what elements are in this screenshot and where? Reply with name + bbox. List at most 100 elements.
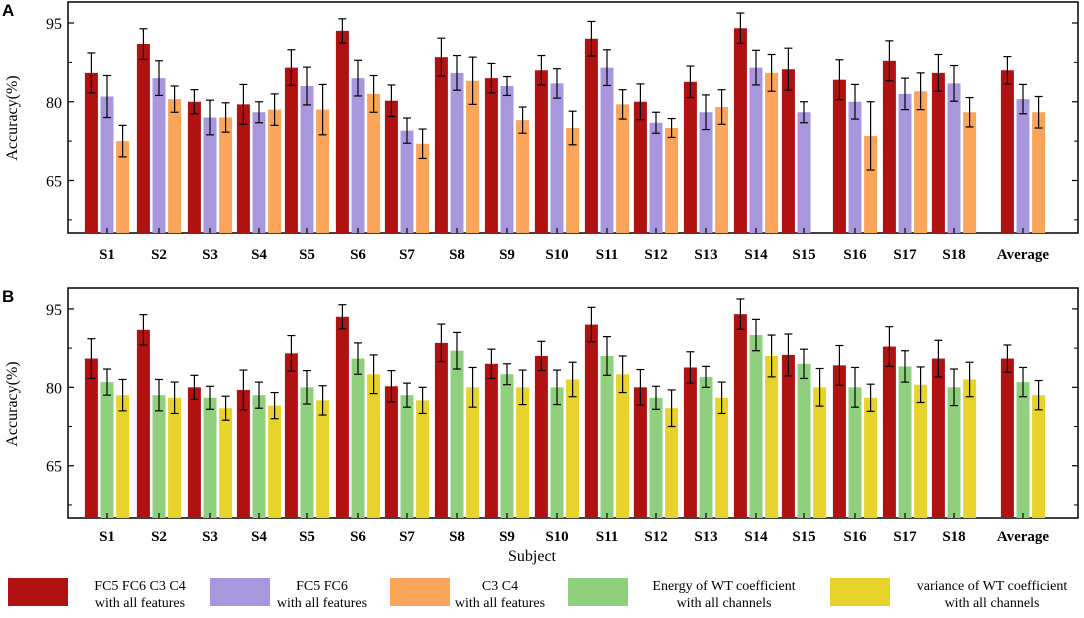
panel-b-y-axis-title: Accuracy(%) bbox=[4, 361, 21, 446]
legend-swatch bbox=[830, 578, 890, 606]
bar-s5-series-1 bbox=[284, 67, 298, 233]
x-tick-label-s17: S17 bbox=[893, 529, 917, 545]
x-tick-label-s8: S8 bbox=[449, 247, 465, 263]
legend-swatch bbox=[210, 578, 270, 606]
bar-s4-series-1 bbox=[236, 104, 250, 233]
bar-s16-series-3 bbox=[864, 397, 878, 518]
bar-s13-series-2 bbox=[699, 376, 713, 518]
bar-s8-series-1 bbox=[434, 342, 448, 518]
legend-label-line2: with all channels bbox=[677, 596, 772, 611]
bar-s14-series-2 bbox=[749, 67, 763, 233]
bar-s4-series-3 bbox=[268, 109, 282, 233]
x-tick-label-s13: S13 bbox=[694, 247, 717, 263]
bar-s14-series-1 bbox=[733, 28, 747, 233]
bar-s12-series-1 bbox=[633, 101, 647, 233]
legend-label-line1: variance of WT coefficient bbox=[917, 579, 1068, 594]
bar-s9-series-3 bbox=[516, 387, 530, 518]
legend-label-line1: C3 C4 bbox=[482, 579, 518, 594]
x-tick-label-s17: S17 bbox=[893, 247, 917, 263]
bar-s18-series-3 bbox=[963, 379, 977, 518]
x-tick-label-s5: S5 bbox=[299, 247, 315, 263]
x-tick-label-s18: S18 bbox=[942, 247, 965, 263]
bar-s9-series-1 bbox=[484, 78, 498, 233]
bar-s13-series-2 bbox=[699, 112, 713, 233]
x-tick-label-s4: S4 bbox=[251, 247, 267, 263]
bar-s10-series-2 bbox=[550, 83, 564, 233]
legend-swatch bbox=[8, 578, 68, 606]
bar-s11-series-2 bbox=[600, 67, 614, 233]
x-tick-label-s12: S12 bbox=[644, 247, 667, 263]
panel-b-x-axis-title: Subject bbox=[508, 548, 557, 565]
bar-s7-series-3 bbox=[416, 143, 430, 233]
x-tick-label-average: Average bbox=[997, 247, 1050, 263]
bar-s1-series-3 bbox=[116, 395, 130, 518]
bar-s7-series-3 bbox=[416, 400, 430, 518]
bar-s15-series-1 bbox=[781, 69, 795, 233]
bar-s1-series-3 bbox=[116, 141, 130, 233]
bar-average-series-2 bbox=[1016, 99, 1030, 233]
bar-s16-series-3 bbox=[864, 135, 878, 233]
x-tick-label-s9: S9 bbox=[499, 529, 515, 545]
bar-s6-series-1 bbox=[335, 30, 349, 233]
bar-s17-series-2 bbox=[898, 366, 912, 518]
bar-s1-series-2 bbox=[100, 96, 114, 233]
x-tick-label-s11: S11 bbox=[596, 529, 619, 545]
x-tick-label-s7: S7 bbox=[399, 247, 415, 263]
bar-s16-series-1 bbox=[832, 365, 846, 518]
x-tick-label-s3: S3 bbox=[202, 247, 218, 263]
y-tick-label: 80 bbox=[46, 95, 62, 112]
legend-label-line2: with all features bbox=[277, 596, 367, 611]
bar-s8-series-3 bbox=[466, 80, 480, 233]
bar-s18-series-3 bbox=[963, 112, 977, 233]
bar-s5-series-1 bbox=[284, 353, 298, 518]
bar-s1-series-1 bbox=[84, 72, 98, 233]
legend-item-c3-c4: C3 C4 with all features bbox=[390, 578, 545, 611]
legend-label-line2: with all features bbox=[95, 596, 185, 611]
bar-s6-series-2 bbox=[351, 358, 365, 518]
legend: FC5 FC6 C3 C4 with all features FC5 FC6 … bbox=[8, 578, 1067, 611]
bar-s12-series-3 bbox=[665, 128, 679, 233]
bar-s15-series-2 bbox=[797, 112, 811, 233]
bar-s10-series-1 bbox=[534, 70, 548, 233]
x-tick-label-s3: S3 bbox=[202, 529, 218, 545]
bar-s16-series-1 bbox=[832, 79, 846, 233]
x-tick-label-s2: S2 bbox=[151, 247, 167, 263]
bar-s15-series-2 bbox=[797, 363, 811, 518]
y-tick-label: 65 bbox=[46, 174, 62, 191]
bar-s4-series-3 bbox=[268, 405, 282, 518]
legend-item-fc5-fc6: FC5 FC6 with all features bbox=[210, 578, 367, 611]
bar-s17-series-3 bbox=[914, 91, 928, 233]
bar-s5-series-3 bbox=[316, 400, 330, 518]
bar-s2-series-1 bbox=[136, 329, 150, 518]
bar-average-series-3 bbox=[1032, 395, 1046, 518]
legend-swatch bbox=[568, 578, 628, 606]
y-tick-label: 95 bbox=[46, 302, 62, 319]
bar-s14-series-1 bbox=[733, 314, 747, 518]
x-tick-label-s6: S6 bbox=[350, 529, 366, 545]
bar-s10-series-3 bbox=[566, 128, 580, 233]
x-tick-label-s8: S8 bbox=[449, 529, 465, 545]
bar-s4-series-2 bbox=[252, 112, 266, 233]
bar-s8-series-2 bbox=[450, 350, 464, 518]
bar-s18-series-2 bbox=[947, 83, 961, 233]
bar-s16-series-2 bbox=[848, 387, 862, 518]
bar-s3-series-3 bbox=[219, 117, 233, 233]
bar-s7-series-2 bbox=[400, 130, 414, 233]
legend-item-energy-wt: Energy of WT coefficient with all channe… bbox=[568, 578, 796, 611]
bar-s11-series-3 bbox=[616, 374, 630, 518]
x-tick-label-s6: S6 bbox=[350, 247, 366, 263]
bar-s14-series-3 bbox=[765, 355, 779, 518]
bar-average-series-2 bbox=[1016, 382, 1030, 518]
bar-s5-series-2 bbox=[300, 86, 314, 233]
x-tick-label-s1: S1 bbox=[99, 247, 115, 263]
panel-b-label: B bbox=[2, 287, 14, 306]
x-tick-label-s2: S2 bbox=[151, 529, 167, 545]
x-tick-label-s14: S14 bbox=[744, 529, 768, 545]
bar-s17-series-3 bbox=[914, 384, 928, 518]
bar-s9-series-3 bbox=[516, 120, 530, 233]
bar-s5-series-2 bbox=[300, 387, 314, 518]
bar-average-series-3 bbox=[1032, 112, 1046, 233]
bar-s9-series-2 bbox=[500, 374, 514, 518]
x-tick-label-s15: S15 bbox=[792, 247, 815, 263]
